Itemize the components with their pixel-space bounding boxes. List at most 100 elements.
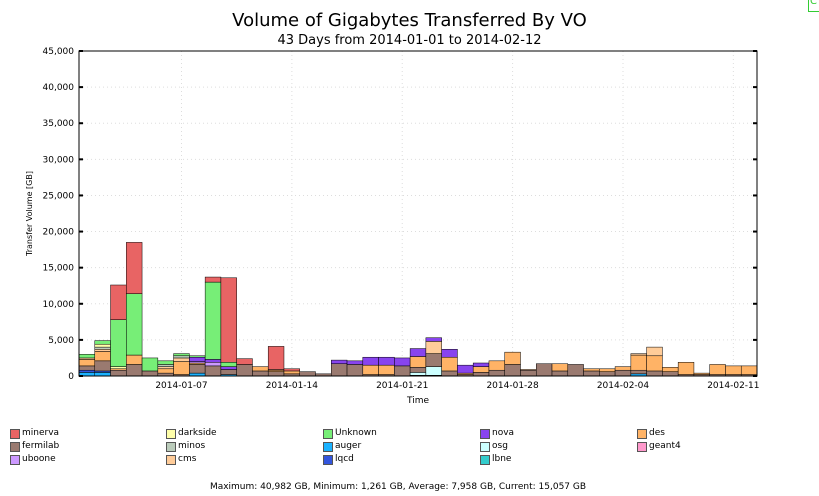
legend-swatch: [10, 429, 20, 439]
bar-segment-fermilab: [346, 364, 364, 377]
y-tick-label: 30,000: [43, 155, 75, 165]
legend-swatch: [480, 455, 490, 465]
bar-segment-nova: [220, 366, 237, 370]
bar-segment-nova: [362, 356, 379, 366]
legend-label: osg: [492, 441, 508, 451]
bar-segment-des: [677, 362, 695, 375]
legend-label: minerva: [22, 428, 60, 438]
legend-swatch: [323, 442, 333, 452]
legend-swatch: [637, 442, 647, 452]
bar-segment-fermilab: [583, 370, 600, 377]
bar-segment-fermilab: [236, 364, 253, 377]
bar-segment-des: [173, 361, 190, 375]
bar-segment-fermilab: [110, 369, 127, 377]
y-tick-label: 35,000: [43, 119, 75, 129]
x-tick-label: 2014-01-14: [266, 381, 319, 391]
bar-segment-des: [614, 366, 632, 371]
bar-segment-des: [583, 368, 600, 372]
legend-label: nova: [492, 428, 515, 438]
bar-segment-minos: [94, 346, 111, 350]
bar-segment-fermilab: [78, 365, 96, 371]
bar-segment-cms: [157, 366, 174, 370]
legend-label: minos: [178, 441, 206, 451]
bar-segment-des: [520, 369, 537, 371]
bar-segment-fermilab: [204, 365, 222, 377]
bar-segment-nova: [441, 349, 458, 358]
summary-footer: Maximum: 40,982 GB, Minimum: 1,261 GB, A…: [209, 482, 587, 492]
legend-label: auger: [335, 441, 362, 451]
legend-swatch: [10, 442, 20, 452]
bar-segment-minos: [157, 364, 174, 367]
y-tick-label: 0: [68, 372, 74, 382]
bar-segment-des: [646, 355, 663, 372]
bar-segment-fermilab: [425, 353, 442, 367]
bar-segment-des: [409, 356, 427, 368]
bar-segment-des: [378, 364, 395, 375]
bar-segment-nova: [378, 356, 395, 366]
legend-label: cms: [178, 454, 197, 464]
axes: 0 5,000 10,000 15,000 20,000 25,000 30,000 35,0…: [43, 47, 760, 391]
y-tick-label: 40,000: [43, 83, 75, 93]
bar-segment-unknown: [110, 319, 127, 367]
bar-segment-des: [709, 364, 726, 375]
bar-segment-fermilab: [409, 367, 427, 373]
bar-segment-fermilab: [646, 370, 663, 377]
y-tick-label: 45,000: [43, 47, 75, 57]
bar-segment-darkside: [94, 343, 111, 348]
bar-segment-fermilab: [472, 372, 490, 377]
legend-swatch: [480, 442, 490, 452]
x-axis-label: Time: [406, 396, 429, 406]
bar-segment-des: [630, 354, 647, 371]
bar-segment-des: [441, 356, 458, 372]
bar-segment-fermilab: [536, 363, 553, 377]
legend-label: lbne: [492, 454, 512, 464]
bar-segment-des: [599, 368, 616, 372]
y-tick-label: 25,000: [43, 191, 75, 201]
bar-segment-unknown: [78, 354, 96, 359]
legend-label: Unknown: [335, 428, 377, 438]
bar-segment-fermilab: [189, 364, 206, 374]
legend-label: geant4: [649, 441, 681, 451]
bar-segment-des: [283, 370, 300, 375]
bar-segment-des: [126, 354, 143, 365]
grid-lines: [79, 51, 757, 376]
bar-segment-unknown: [173, 353, 190, 357]
chart-title: Volume of Gigabytes Transferred By VO: [232, 10, 587, 31]
bar-segment-fermilab: [662, 371, 679, 377]
bar-segment-fermilab: [520, 369, 537, 377]
bar-segment-unknown: [204, 281, 222, 360]
bar-segment-nova: [204, 359, 222, 363]
bar-segment-nova: [189, 356, 206, 362]
legend-swatch: [637, 429, 647, 439]
bar-segment-darkside: [110, 366, 127, 370]
y-tick-label: 20,000: [43, 228, 75, 238]
bar-segment-minerva: [204, 276, 222, 283]
legend-swatch: [166, 429, 176, 439]
bar-segment-fermilab: [599, 371, 616, 377]
stacked-bar-chart: 0 5,000 10,000 15,000 20,000 25,000 30,000 35,0…: [25, 47, 760, 406]
bar-segment-minerva: [267, 346, 285, 370]
bars: [78, 242, 758, 377]
bar-segment-nova: [409, 348, 427, 357]
legend-label: darkside: [178, 428, 217, 438]
bar-segment-des: [551, 363, 569, 372]
bar-segment-fermilab: [267, 371, 285, 377]
bar-segment-minerva: [110, 284, 127, 320]
bar-segment-fermilab: [441, 370, 458, 377]
legend-swatch: [480, 429, 490, 439]
corner-badge[interactable]: C: [808, 0, 819, 12]
bar-segment-des: [78, 359, 96, 367]
bar-segment-minos: [173, 355, 190, 359]
bar-segment-nova: [394, 357, 411, 367]
bar-segment-fermilab: [141, 370, 159, 377]
bar-segment-cms: [646, 346, 663, 357]
bar-segment-nova: [472, 362, 490, 367]
bar-segment-unknown: [141, 357, 159, 372]
bar-segment-auger: [94, 372, 111, 377]
bar-segment-osg: [409, 372, 427, 376]
bar-segment-fermilab: [394, 365, 411, 377]
bar-segment-fermilab: [126, 364, 143, 377]
bar-segment-minerva: [236, 358, 253, 365]
bar-segment-fermilab: [220, 369, 237, 375]
legend-swatch: [323, 429, 333, 439]
